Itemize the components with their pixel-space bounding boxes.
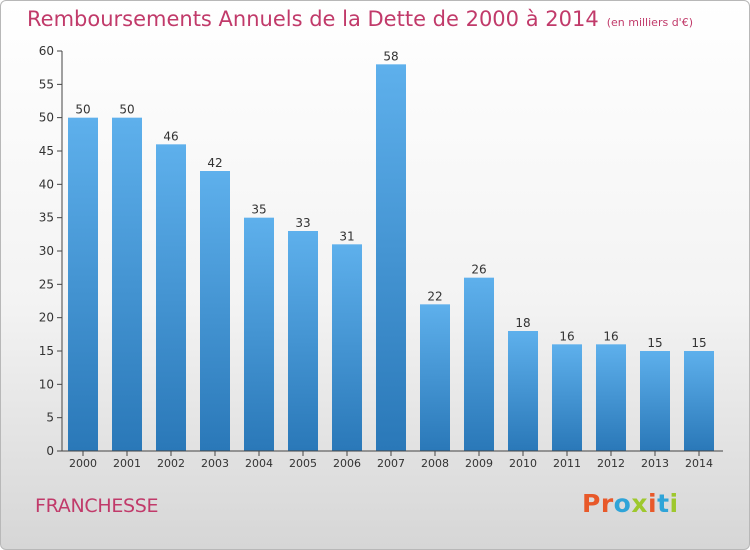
commune-name: FRANCHESSE [35,495,159,517]
chart-subtitle: (en milliers d'€) [606,16,693,29]
bar [420,304,450,451]
x-tick-label: 2010 [509,457,537,470]
bar-value-label: 46 [163,129,178,143]
bar-value-label: 31 [339,229,354,243]
x-tick-label: 2013 [641,457,669,470]
x-tick-label: 2009 [465,457,493,470]
logo-letter: o [613,489,632,518]
bar [332,244,362,451]
bar-value-label: 58 [383,49,398,63]
bar-value-label: 22 [427,289,442,303]
y-tick-label: 15 [39,344,54,358]
y-tick-label: 55 [39,77,54,91]
bar [684,351,714,451]
logo-letter: P [582,489,601,518]
bars [68,64,714,452]
y-tick-label: 5 [46,411,54,425]
x-tick-label: 2002 [157,457,185,470]
y-tick-label: 50 [39,111,54,125]
y-tick-label: 25 [39,277,54,291]
x-tick-label: 2005 [289,457,317,470]
y-tick-label: 35 [39,211,54,225]
logo-letter: i [669,489,679,518]
bar [244,217,274,451]
x-axis: 2000 2001 2002 2003 2004 2005 2006 2007 2008 2009… [62,450,723,470]
bar-value-label: 42 [207,156,222,170]
y-tick-label: 0 [46,444,54,458]
bar-value-label: 15 [691,336,706,350]
bar-value-label: 18 [515,316,530,330]
bar-value-label: 15 [647,336,662,350]
x-tick-label: 2003 [201,457,229,470]
bar [376,64,406,452]
bar-value-label: 26 [471,263,486,277]
bar-value-label: 35 [251,203,266,217]
logo-letter: i [648,489,658,518]
y-tick-label: 40 [39,177,54,191]
logo-letter: t [657,489,670,518]
y-tick-label: 10 [39,377,54,391]
x-tick-label: 2007 [377,457,405,470]
logo-letter: x [631,489,648,518]
x-tick-label: 2008 [421,457,449,470]
logo-letter: r [600,489,614,518]
bar-value-label: 16 [559,329,574,343]
x-tick-label: 2001 [113,457,141,470]
bar [68,117,98,452]
bar [596,344,626,451]
chart-title: Remboursements Annuels de la Dette de 20… [27,7,693,31]
x-tick-label: 2000 [69,457,97,470]
proxiti-logo[interactable]: Proxiti [582,489,679,518]
y-axis: 0 5 10 15 20 25 30 35 40 45 50 55 60 [39,44,63,458]
bar [508,331,538,451]
bar-value-label: 33 [295,216,310,230]
bar-value-label: 16 [603,329,618,343]
y-tick-label: 45 [39,144,54,158]
y-tick-label: 20 [39,311,54,325]
bar [464,277,494,451]
bar [552,344,582,451]
data-labels: 50 50 46 42 35 33 31 58 22 26 18 16 16 15 15 [75,49,706,350]
x-tick-label: 2014 [685,457,713,470]
bar [200,171,230,451]
x-tick-label: 2004 [245,457,273,470]
x-tick-label: 2012 [597,457,625,470]
chart-title-text: Remboursements Annuels de la Dette de 20… [27,7,599,31]
y-tick-label: 60 [39,44,54,58]
x-tick-label: 2006 [333,457,361,470]
bar-value-label: 50 [75,103,90,117]
y-tick-label: 30 [39,244,54,258]
bar [156,144,186,452]
bar-value-label: 50 [119,103,134,117]
x-tick-label: 2011 [553,457,581,470]
bar [640,351,670,451]
bar [112,117,142,452]
bar [288,231,318,451]
